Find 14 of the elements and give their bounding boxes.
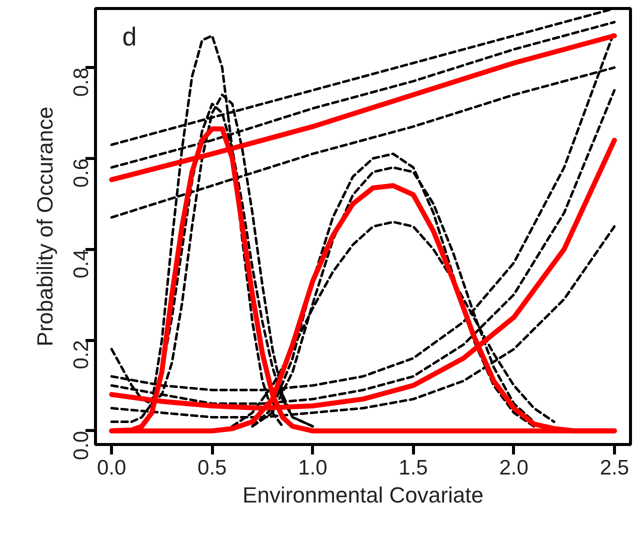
y-tick-label: 0.4 bbox=[70, 248, 93, 278]
x-tick-label: 1.0 bbox=[298, 456, 328, 480]
y-tick-label: 0.0 bbox=[70, 430, 93, 460]
y-tick-label: 0.8 bbox=[70, 68, 93, 97]
x-tick-label: 2.0 bbox=[499, 456, 528, 480]
y-tick-label: 0.2 bbox=[70, 340, 93, 370]
x-axis-title: Environmental Covariate bbox=[242, 482, 484, 508]
y-tick-label: 0.6 bbox=[70, 158, 93, 188]
x-tick-label: 0.0 bbox=[96, 456, 126, 480]
y-axis-title: Probability of Occurance bbox=[32, 106, 58, 346]
annotation: d bbox=[122, 22, 137, 52]
x-tick-label: 1.5 bbox=[398, 456, 428, 480]
x-tick-label: 0.5 bbox=[198, 456, 227, 480]
x-tick-label: 2.5 bbox=[600, 456, 630, 480]
